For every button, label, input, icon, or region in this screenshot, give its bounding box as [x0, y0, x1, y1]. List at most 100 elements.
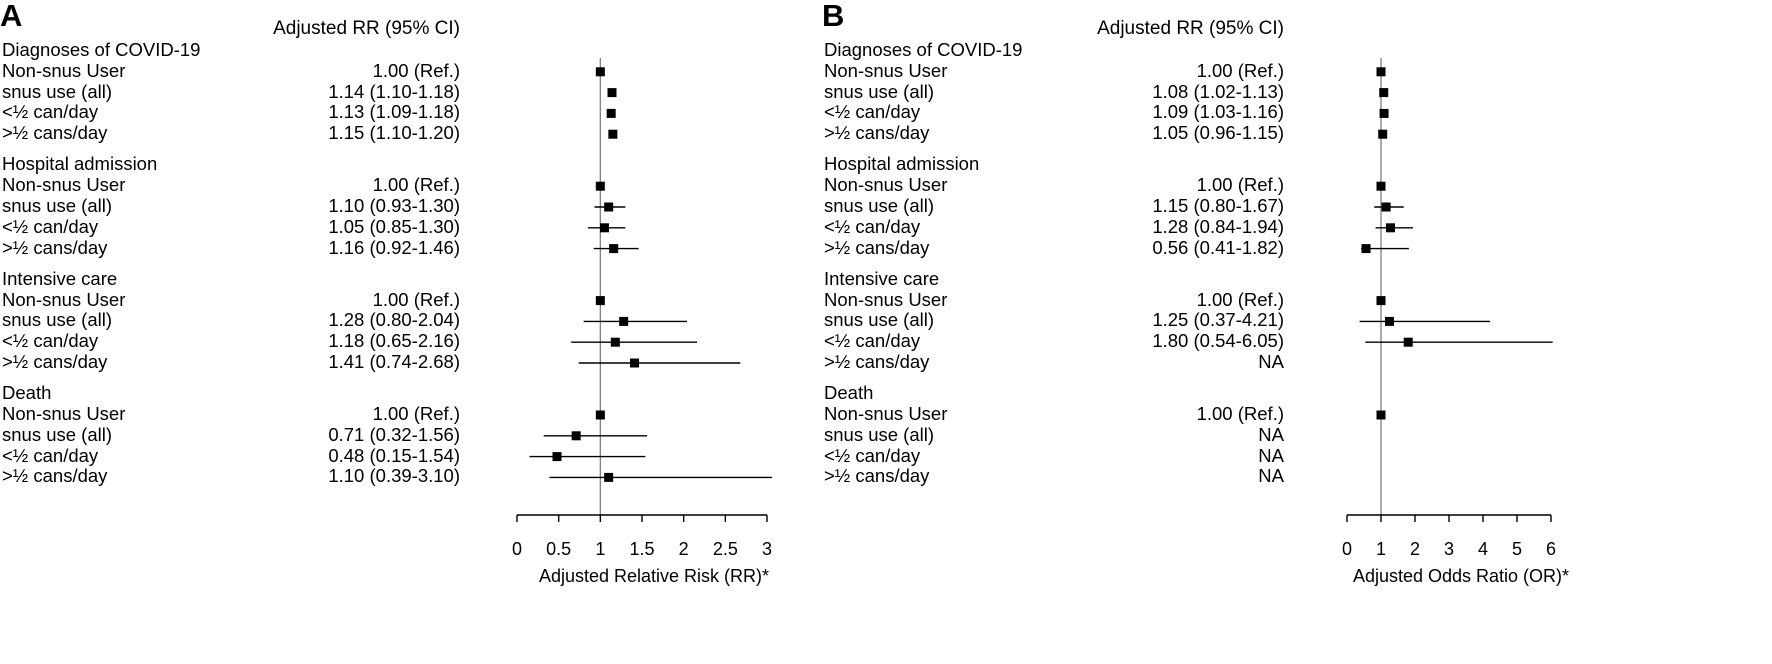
row-label: snus use (all) — [824, 309, 935, 331]
row-label: Non-snus User — [2, 59, 126, 81]
row-value: 0.71 (0.32-1.56) — [328, 423, 460, 445]
row-label: snus use (all) — [824, 195, 935, 216]
row-value: 1.28 (0.84-1.94) — [1152, 215, 1284, 237]
point-estimate — [604, 202, 614, 212]
group-title: Intensive care — [2, 267, 118, 289]
x-tick-label: 2.5 — [713, 539, 738, 559]
x-tick-label: 3 — [762, 539, 772, 559]
row-value: 0.48 (0.15-1.54) — [328, 444, 460, 466]
point-estimate — [1378, 129, 1388, 139]
panel-letter-a: A — [0, 0, 23, 33]
group-title: Death — [824, 382, 874, 404]
row-value: NA — [1258, 351, 1284, 372]
row-value: 1.15 (0.80-1.67) — [1152, 195, 1284, 216]
group-title: Diagnoses of COVID-19 — [824, 39, 1023, 60]
x-tick-label: 1.5 — [629, 539, 654, 559]
row-value: 1.25 (0.37-4.21) — [1152, 309, 1284, 331]
row-value: 1.05 (0.85-1.30) — [328, 215, 460, 237]
x-tick-label: 5 — [1512, 539, 1522, 559]
row-label: >½ cans/day — [824, 465, 930, 487]
point-estimate — [610, 337, 620, 347]
x-tick-label: 2 — [1410, 539, 1420, 559]
row-value: NA — [1258, 465, 1284, 487]
row-value: 1.00 (Ref.) — [1196, 288, 1284, 310]
row-label: snus use (all) — [824, 80, 935, 102]
forest-plot-a: 0 0.5 1 1.5 2 2.5 3 Adjusted Relative Risk (RR)… — [512, 58, 772, 586]
row-value: 1.00 (Ref.) — [372, 59, 460, 81]
point-estimate — [1376, 296, 1386, 306]
row-value: 1.13 (1.09-1.18) — [328, 101, 460, 123]
x-tick-label: 1 — [595, 539, 605, 559]
row-label: >½ cans/day — [2, 236, 108, 258]
point-estimate — [552, 452, 562, 462]
row-label: snus use (all) — [2, 80, 113, 102]
group-title: Hospital admission — [824, 153, 980, 175]
point-estimate — [607, 88, 617, 98]
row-value: 1.15 (1.10-1.20) — [328, 122, 460, 144]
x-tick-label: 3 — [1444, 539, 1454, 559]
row-label: >½ cans/day — [824, 351, 930, 372]
x-tick-label: 6 — [1546, 539, 1556, 559]
x-tick-label: 0 — [512, 539, 522, 559]
row-value: NA — [1258, 423, 1284, 445]
row-label: <½ can/day — [2, 215, 99, 237]
row-value: 1.08 (1.02-1.13) — [1152, 80, 1284, 102]
row-label: Non-snus User — [824, 403, 948, 424]
row-value: 1.00 (Ref.) — [372, 288, 460, 310]
point-estimate — [1379, 88, 1389, 98]
row-value: 1.00 (Ref.) — [372, 174, 460, 196]
panel-letter-b: B — [822, 0, 845, 33]
point-estimate — [1386, 223, 1396, 233]
row-label: Non-snus User — [824, 59, 948, 81]
x-tick-label: 0 — [1342, 539, 1352, 559]
row-value: NA — [1258, 444, 1284, 466]
row-label: snus use (all) — [824, 423, 935, 445]
point-estimate — [619, 316, 629, 326]
row-label: >½ cans/day — [2, 122, 108, 144]
row-value: 1.09 (1.03-1.16) — [1152, 101, 1284, 123]
row-label: <½ can/day — [2, 444, 99, 466]
row-value: 0.56 (0.41-1.82) — [1152, 236, 1284, 258]
row-label: snus use (all) — [2, 309, 113, 331]
point-estimate — [600, 223, 609, 233]
panel-b: B Adjusted RR (95% CI) Diagnoses of COVI… — [822, 0, 1772, 664]
row-value: 1.41 (0.74-2.68) — [328, 351, 460, 372]
row-value: 1.18 (0.65-2.16) — [328, 330, 460, 352]
x-tick-label: 0.5 — [546, 539, 571, 559]
point-estimate — [571, 431, 581, 441]
row-value: 1.00 (Ref.) — [1196, 59, 1284, 81]
column-header-b: Adjusted RR (95% CI) — [1097, 18, 1284, 39]
row-label: >½ cans/day — [824, 236, 930, 258]
row-label: <½ can/day — [824, 444, 921, 466]
row-label: Non-snus User — [2, 174, 126, 196]
row-label: >½ cans/day — [2, 351, 108, 372]
point-estimate — [608, 129, 618, 139]
point-estimate — [1376, 67, 1386, 77]
row-label: <½ can/day — [824, 330, 921, 352]
row-value: 1.28 (0.80-2.04) — [328, 309, 460, 331]
point-estimate — [606, 108, 616, 118]
x-tick-label: 1 — [1376, 539, 1386, 559]
row-label: <½ can/day — [824, 215, 921, 237]
group-title: Diagnoses of COVID-19 — [2, 39, 201, 60]
point-estimate — [1403, 337, 1413, 347]
row-label: <½ can/day — [824, 101, 921, 123]
point-estimate — [595, 181, 605, 191]
point-estimate — [1376, 410, 1386, 420]
x-tick-label: 4 — [1478, 539, 1488, 559]
point-estimate — [630, 358, 639, 368]
row-label: Non-snus User — [824, 288, 948, 310]
x-tick-label: 2 — [679, 539, 689, 559]
point-estimate — [1376, 181, 1386, 191]
row-label: snus use (all) — [2, 195, 113, 216]
row-value: 1.80 (0.54-6.05) — [1152, 330, 1284, 352]
row-label: <½ can/day — [2, 330, 99, 352]
row-label: >½ cans/day — [824, 122, 930, 144]
point-estimate — [595, 67, 605, 77]
point-estimate — [609, 244, 619, 254]
point-estimate — [1361, 244, 1371, 254]
column-header-a: Adjusted RR (95% CI) — [273, 18, 460, 39]
point-estimate — [595, 410, 605, 420]
x-axis-label: Adjusted Odds Ratio (OR)* — [1353, 566, 1569, 586]
row-value: 1.00 (Ref.) — [372, 403, 460, 424]
